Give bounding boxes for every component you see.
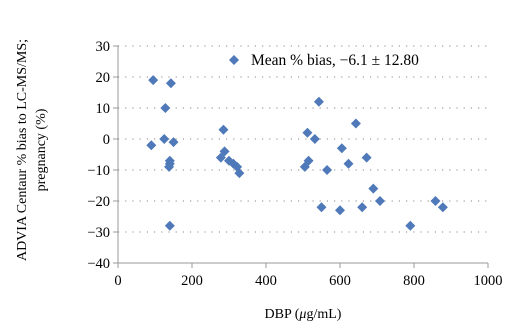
- y-tick-label: 10: [96, 101, 111, 117]
- data-point: [159, 134, 170, 144]
- data-point: [164, 161, 175, 172]
- x-axis-title-mu: μ: [298, 307, 306, 322]
- data-point: [218, 124, 229, 135]
- data-point: [146, 140, 157, 151]
- y-tick-label: 30: [96, 39, 111, 55]
- x-tick-label: 600: [329, 273, 351, 289]
- data-point: [361, 152, 372, 163]
- y-tick-label: −10: [87, 163, 110, 179]
- data-point: [302, 127, 313, 138]
- data-point: [322, 165, 333, 175]
- data-point: [313, 96, 324, 107]
- data-point: [303, 155, 314, 166]
- legend-label: Mean % bias, −6.1 ± 12.80: [251, 52, 419, 69]
- y-tick-label: −20: [87, 194, 110, 210]
- data-point: [405, 220, 416, 231]
- data-point: [234, 168, 245, 179]
- x-tick-label: 400: [255, 273, 277, 289]
- x-tick-label: 1000: [474, 273, 503, 289]
- y-tick-label: −40: [87, 256, 110, 272]
- data-point: [368, 183, 379, 194]
- y-tick-label: −30: [87, 225, 110, 241]
- y-axis-title-line-2: pregnancy (%): [34, 108, 49, 191]
- y-tick-label: 0: [103, 132, 110, 148]
- x-tick-label: 0: [114, 273, 121, 289]
- data-points: [146, 75, 448, 231]
- data-point: [165, 78, 176, 89]
- y-tick-labels: 30 20 10 0 −10 −20 −30 −40: [87, 39, 110, 272]
- data-point: [335, 205, 345, 216]
- data-point: [336, 143, 347, 154]
- y-tick-label: 20: [96, 70, 111, 86]
- data-point: [160, 103, 171, 113]
- data-point: [437, 202, 448, 213]
- data-point: [350, 118, 361, 129]
- x-axis-title-prefix: DBP (: [265, 307, 300, 322]
- data-point: [430, 196, 441, 206]
- legend: Mean % bias, −6.1 ± 12.80: [229, 52, 419, 69]
- data-point: [343, 158, 354, 169]
- data-point: [374, 196, 385, 206]
- x-tick-labels: 0 200 400 600 800 1000: [114, 273, 502, 289]
- y-axis-title: ADVIA Centaur % bias to LC-MS/MS; pregna…: [15, 39, 49, 261]
- x-tick-label: 200: [181, 273, 203, 289]
- data-point: [148, 75, 159, 86]
- data-point: [164, 220, 175, 231]
- legend-marker: [229, 55, 239, 65]
- x-tick-label: 800: [403, 273, 425, 289]
- x-axis-title: DBP (μg/mL): [265, 307, 342, 322]
- x-axis-title-suffix: g/mL): [306, 307, 341, 322]
- y-axis-title-line-1: ADVIA Centaur % bias to LC-MS/MS;: [15, 39, 30, 261]
- data-point: [215, 152, 226, 163]
- axes: [113, 45, 489, 268]
- data-point: [168, 137, 179, 148]
- data-point: [316, 202, 327, 213]
- data-point: [357, 202, 368, 213]
- data-point: [309, 134, 320, 144]
